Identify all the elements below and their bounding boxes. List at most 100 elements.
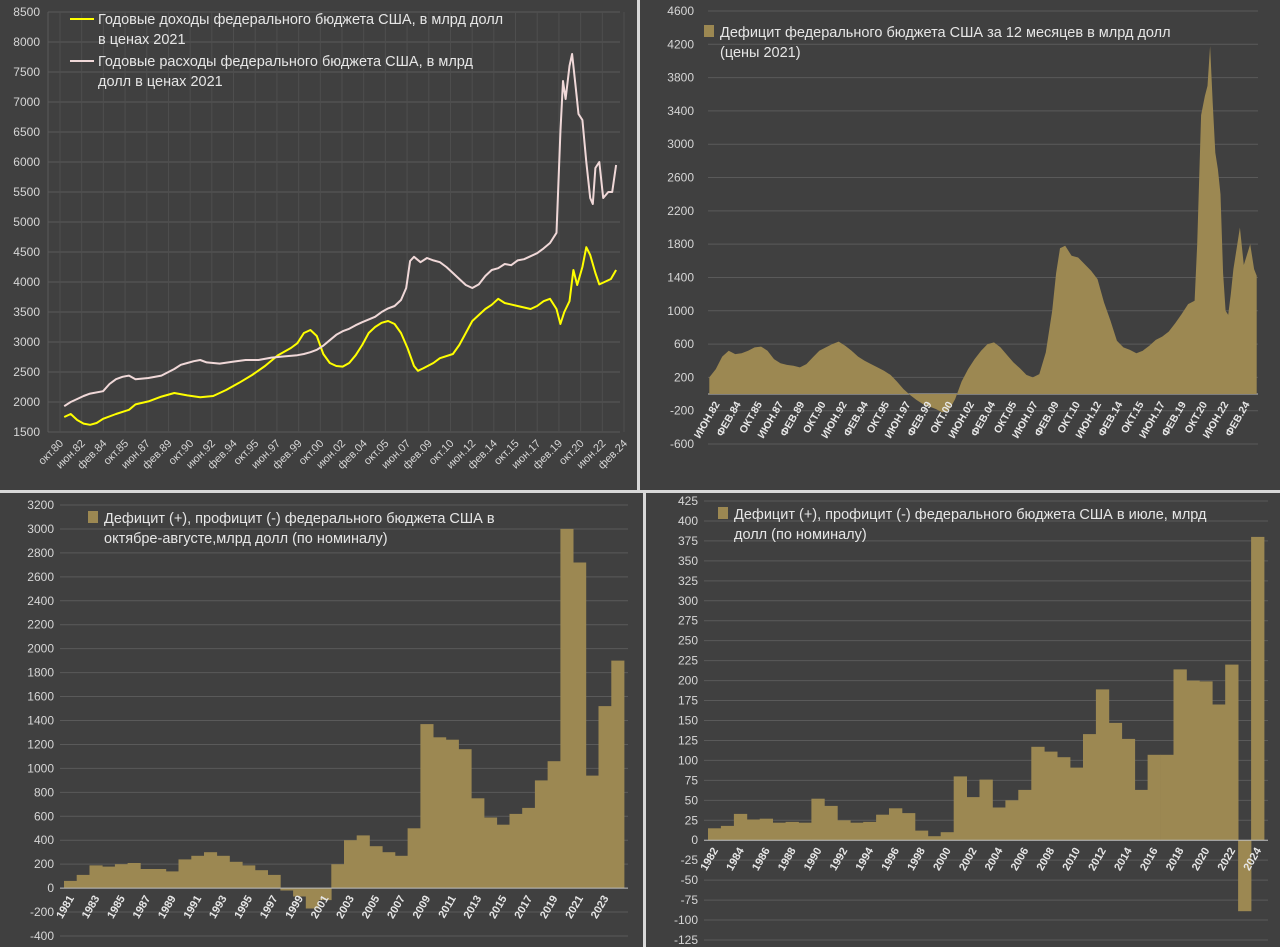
bar-1991 <box>191 855 205 889</box>
y-tick-label: 350 <box>678 554 698 568</box>
bar-1981 <box>64 880 78 889</box>
x-tick-label: 2017 <box>513 894 536 921</box>
y-tick-label: 600 <box>34 809 54 823</box>
y-tick-label: 2800 <box>27 546 54 560</box>
bar-2015 <box>1134 789 1148 841</box>
y-tick-label: 2000 <box>27 642 54 656</box>
bar-1994 <box>863 821 877 841</box>
x-tick-label: 1997 <box>258 894 281 921</box>
y-tick-label: 1500 <box>13 425 40 439</box>
bar-2014 <box>484 817 498 889</box>
legend-swatch <box>88 511 98 523</box>
y-tick-label: 3000 <box>13 335 40 349</box>
bar-1984 <box>102 866 116 889</box>
bar-2011 <box>445 739 459 889</box>
bar-2002 <box>331 864 345 889</box>
bar-1995 <box>242 865 256 889</box>
legend-swatch <box>718 507 728 519</box>
bar-2001 <box>953 776 967 841</box>
bar-1998 <box>914 830 929 841</box>
x-tick-label: 1990 <box>802 846 825 873</box>
chart-deficit-12m: -600 -200 200 600 1000 1400 1800 2200 2600 3000 34… <box>667 4 1258 451</box>
x-tick-label: 2003 <box>334 894 357 921</box>
bar-2023 <box>1238 840 1252 912</box>
bar-1983 <box>89 865 103 889</box>
bar-2014 <box>1121 738 1136 841</box>
bar-2024 <box>611 660 625 889</box>
y-tick-label: 0 <box>691 833 698 847</box>
x-tick-label: 2006 <box>1009 846 1032 873</box>
y-tick-label: 5500 <box>13 185 40 199</box>
y-tick-label: 200 <box>674 370 694 384</box>
series-area-deficit-12m <box>709 46 1257 413</box>
y-tick-label: 3400 <box>667 104 694 118</box>
bar-1997 <box>902 813 916 841</box>
x-tick-label: 2020 <box>1190 846 1213 873</box>
series-line-revenue <box>63 246 617 426</box>
y-tick-label: 3500 <box>13 305 40 319</box>
y-tick-label: 250 <box>678 634 698 648</box>
chart-panel-deficit-12m: -600 -200 200 600 1000 1400 1800 2200 2600 3000 34… <box>640 0 1280 490</box>
bar-2021 <box>1212 704 1226 841</box>
y-tick-label: -75 <box>681 893 699 907</box>
bar-1988 <box>153 869 167 889</box>
x-tick-label: 2009 <box>411 894 434 921</box>
bar-1986 <box>127 863 141 889</box>
y-tick-label: 0 <box>47 881 54 895</box>
bar-1987 <box>140 869 154 889</box>
y-tick-label: 175 <box>678 694 698 708</box>
bar-2005 <box>1005 800 1019 841</box>
x-tick-label: 1998 <box>905 846 928 873</box>
bar-2000 <box>940 832 954 841</box>
y-tick-label: -600 <box>670 437 694 451</box>
x-tick-label: 2021 <box>563 894 586 921</box>
bar-2007 <box>394 855 408 889</box>
chart-deficit-july: -125-100-75-50-2502550751001251501752002… <box>674 494 1268 947</box>
bar-1990 <box>178 859 192 889</box>
x-tick-label: 1999 <box>283 894 306 921</box>
x-tick-label: 1992 <box>828 846 851 873</box>
y-tick-label: 25 <box>685 813 699 827</box>
bar-1984 <box>733 813 748 841</box>
bar-1989 <box>165 871 179 889</box>
y-tick-label: 75 <box>685 773 699 787</box>
x-tick-label: 2018 <box>1164 846 1187 873</box>
x-tick-label: 2007 <box>385 894 408 921</box>
y-tick-label: 800 <box>34 785 54 799</box>
bar-1985 <box>114 864 128 889</box>
bar-2006 <box>382 852 396 889</box>
bar-2016 <box>1147 754 1161 841</box>
bar-2013 <box>471 798 485 889</box>
bar-1985 <box>746 819 761 841</box>
y-tick-label: 4500 <box>13 245 40 259</box>
y-tick-label: 375 <box>678 534 698 548</box>
bar-2007 <box>1031 746 1045 841</box>
x-tick-label: 2012 <box>1086 846 1109 873</box>
y-tick-label: 1600 <box>27 690 54 704</box>
y-tick-label: 3800 <box>667 71 694 85</box>
y-tick-label: 7500 <box>13 65 40 79</box>
bar-2000 <box>305 888 319 909</box>
legend-swatch <box>704 25 714 37</box>
legend-label: Дефицит (+), профицит (-) федерального б… <box>734 507 1207 543</box>
y-tick-label: 200 <box>678 674 698 688</box>
y-tick-label: 600 <box>674 337 694 351</box>
legend-label: Годовые доходы федерального бюджета США,… <box>98 12 503 48</box>
chart-panel-deficit-july: -125 -100 -75 -50 -25 0 25 50 75 100 125 150 175 200 2… <box>646 493 1280 947</box>
x-tick-label: 2005 <box>360 894 383 921</box>
y-tick-label: 1400 <box>27 714 54 728</box>
chart-panel-revenue-spending: 1500 2000 2500 3000 3500 4000 4500 5000 5500 6000… <box>0 0 637 490</box>
bar-2011 <box>1083 734 1097 841</box>
x-tick-label: 1987 <box>131 894 154 921</box>
bar-2012 <box>458 749 472 889</box>
bar-2004 <box>992 807 1006 841</box>
y-tick-label: 1400 <box>667 270 694 284</box>
x-tick-label: 1981 <box>54 894 77 921</box>
x-tick-label: 2014 <box>1112 845 1135 873</box>
y-tick-label: -100 <box>674 913 698 927</box>
y-tick-label: 1800 <box>27 666 54 680</box>
bar-1999 <box>927 836 942 841</box>
y-tick-label: 1200 <box>27 737 54 751</box>
y-tick-label: 1000 <box>667 304 694 318</box>
panel-divider-vertical-top <box>637 0 640 490</box>
